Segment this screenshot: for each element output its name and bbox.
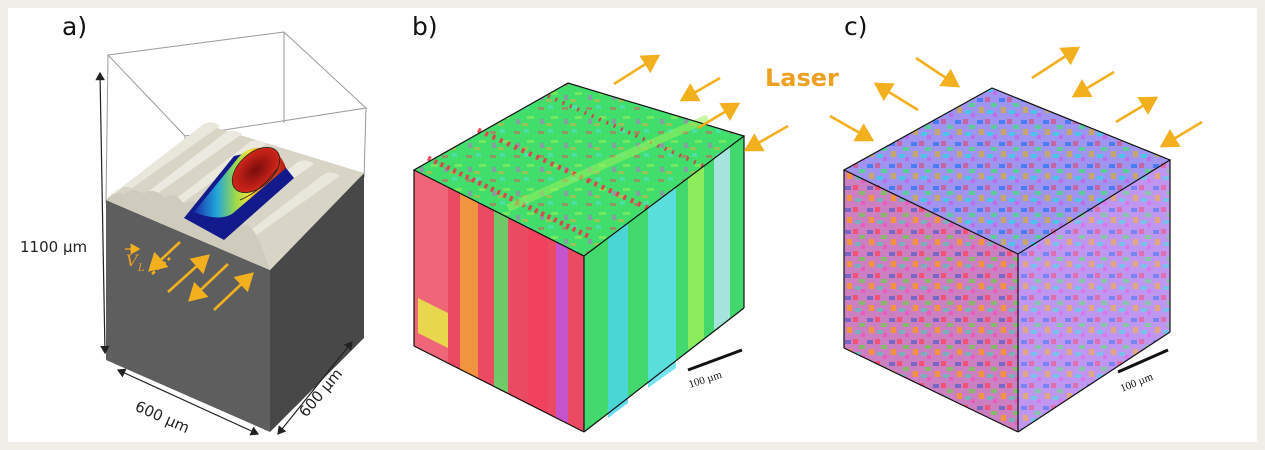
cube-c-front-face: [844, 170, 1018, 432]
panel-a-label: a): [62, 12, 88, 41]
laser-arrows-b: [613, 54, 789, 152]
velocity-subscript: L: [137, 263, 145, 274]
velocity-label: V: [126, 251, 139, 270]
figure-graphics: V L 1100 µm 600 µm 600 µm: [20, 31, 1203, 437]
panel-c-ebsd-cube: 100 µm: [829, 46, 1203, 433]
laser-arrows-c: [829, 46, 1203, 148]
panel-a-domain: V L 1100 µm 600 µm 600 µm: [20, 31, 368, 437]
cube-c-top-face: [844, 88, 1170, 254]
scale-bar-c: [1117, 348, 1169, 374]
laser-label: Laser: [765, 64, 839, 92]
height-label: 1100 µm: [20, 238, 87, 256]
scale-label-c: 100 µm: [1119, 371, 1156, 395]
scale-label-b: 100 µm: [687, 369, 724, 391]
width-dimension-line: [116, 368, 260, 436]
panel-c-label: c): [844, 12, 868, 41]
height-dimension-line: [95, 71, 110, 355]
depth-dimension-line: [277, 341, 353, 435]
cube-c-side-face: [1018, 160, 1170, 432]
scale-bar-b: [687, 348, 743, 372]
figure-panel: a) b) c): [8, 8, 1257, 442]
panel-b-ebsd-cube: 100 µm: [412, 54, 789, 433]
scan-arrows: [148, 241, 254, 311]
melt-pool: [184, 147, 294, 240]
width-label: 600 µm: [132, 397, 192, 437]
panel-b-label: b): [412, 12, 438, 41]
